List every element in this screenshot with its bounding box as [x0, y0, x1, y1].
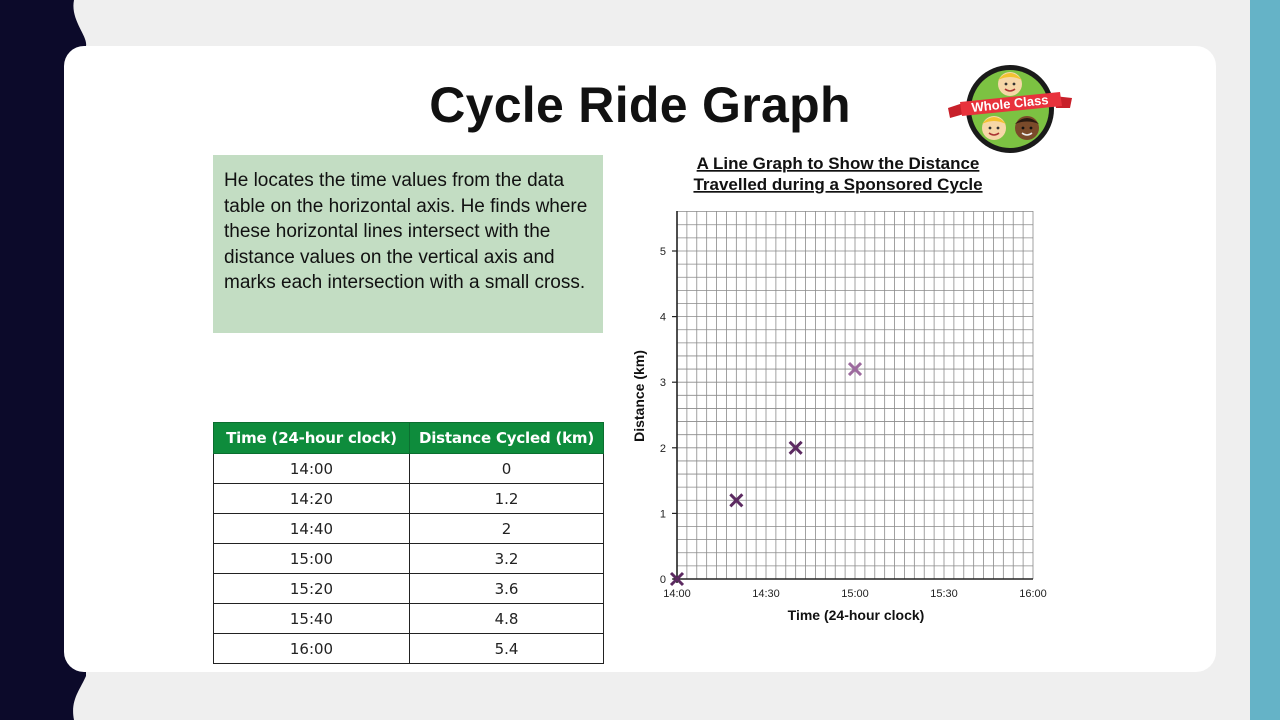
- accent-strip: [1250, 0, 1280, 720]
- table-header-time: Time (24-hour clock): [213, 422, 410, 454]
- instruction-text: He locates the time values from the data…: [224, 170, 588, 293]
- y-tick-label: 0: [660, 574, 666, 586]
- distance-line-graph: A Line Graph to Show the Distance Travel…: [631, 154, 1047, 623]
- chart-tick-labels: 14:00 14:30 15:00 15:30 16:00 0 1 2 3 4 5: [660, 246, 1047, 600]
- chart-grid: [676, 211, 1034, 580]
- time-cell: 15:00: [213, 543, 410, 574]
- x-tick-label: 16:00: [1019, 588, 1047, 600]
- chart-title-line-1: A Line Graph to Show the Distance: [697, 154, 980, 173]
- distance-cell: 3.2: [409, 543, 604, 574]
- page-title: Cycle Ride Graph: [429, 77, 851, 133]
- x-tick-label: 15:00: [841, 588, 869, 600]
- time-cell: 14:40: [213, 513, 410, 544]
- y-tick-label: 5: [660, 246, 666, 258]
- data-table: Time (24-hour clock) Distance Cycled (km…: [213, 422, 604, 664]
- y-tick-label: 2: [660, 443, 666, 455]
- distance-cell: 2: [409, 513, 604, 544]
- distance-cell: 3.6: [409, 573, 604, 604]
- y-tick-label: 4: [660, 312, 666, 324]
- table-row: 16:00 5.4: [213, 633, 604, 664]
- table-row: 15:20 3.6: [213, 573, 604, 604]
- table-header-distance: Distance Cycled (km): [409, 422, 604, 454]
- table-row: 14:00 0: [213, 453, 604, 484]
- table-row: 14:20 1.2: [213, 483, 604, 514]
- time-cell: 15:40: [213, 603, 410, 634]
- table-row: 15:40 4.8: [213, 603, 604, 634]
- table-row: 14:40 2: [213, 513, 604, 544]
- x-tick-label: 14:30: [752, 588, 780, 600]
- data-point-cross: [729, 493, 744, 508]
- chart-title-line-2: Travelled during a Sponsored Cycle: [693, 175, 982, 194]
- data-point-cross: [847, 362, 863, 377]
- time-cell: 16:00: [213, 633, 410, 664]
- y-axis-label: Distance (km): [631, 350, 647, 442]
- x-tick-label: 14:00: [663, 588, 691, 600]
- x-axis-label: Time (24-hour clock): [788, 607, 925, 623]
- distance-cell: 0: [409, 453, 604, 484]
- time-cell: 14:00: [213, 453, 410, 484]
- chart-axes: [673, 211, 1033, 583]
- x-tick-label: 15:30: [930, 588, 958, 600]
- distance-cell: 1.2: [409, 483, 604, 514]
- time-cell: 15:20: [213, 573, 410, 604]
- whole-class-logo-icon: Whole Class: [948, 65, 1072, 153]
- instruction-box: He locates the time values from the data…: [213, 155, 603, 333]
- distance-cell: 4.8: [409, 603, 604, 634]
- data-point-cross: [669, 571, 685, 587]
- table-row: 15:00 3.2: [213, 543, 604, 574]
- chart-points: [669, 362, 863, 587]
- y-tick-label: 3: [660, 377, 666, 389]
- y-tick-label: 1: [660, 508, 666, 520]
- table-header-row: Time (24-hour clock) Distance Cycled (km…: [213, 422, 604, 454]
- data-point-cross: [788, 440, 803, 455]
- distance-cell: 5.4: [409, 633, 604, 664]
- time-cell: 14:20: [213, 483, 410, 514]
